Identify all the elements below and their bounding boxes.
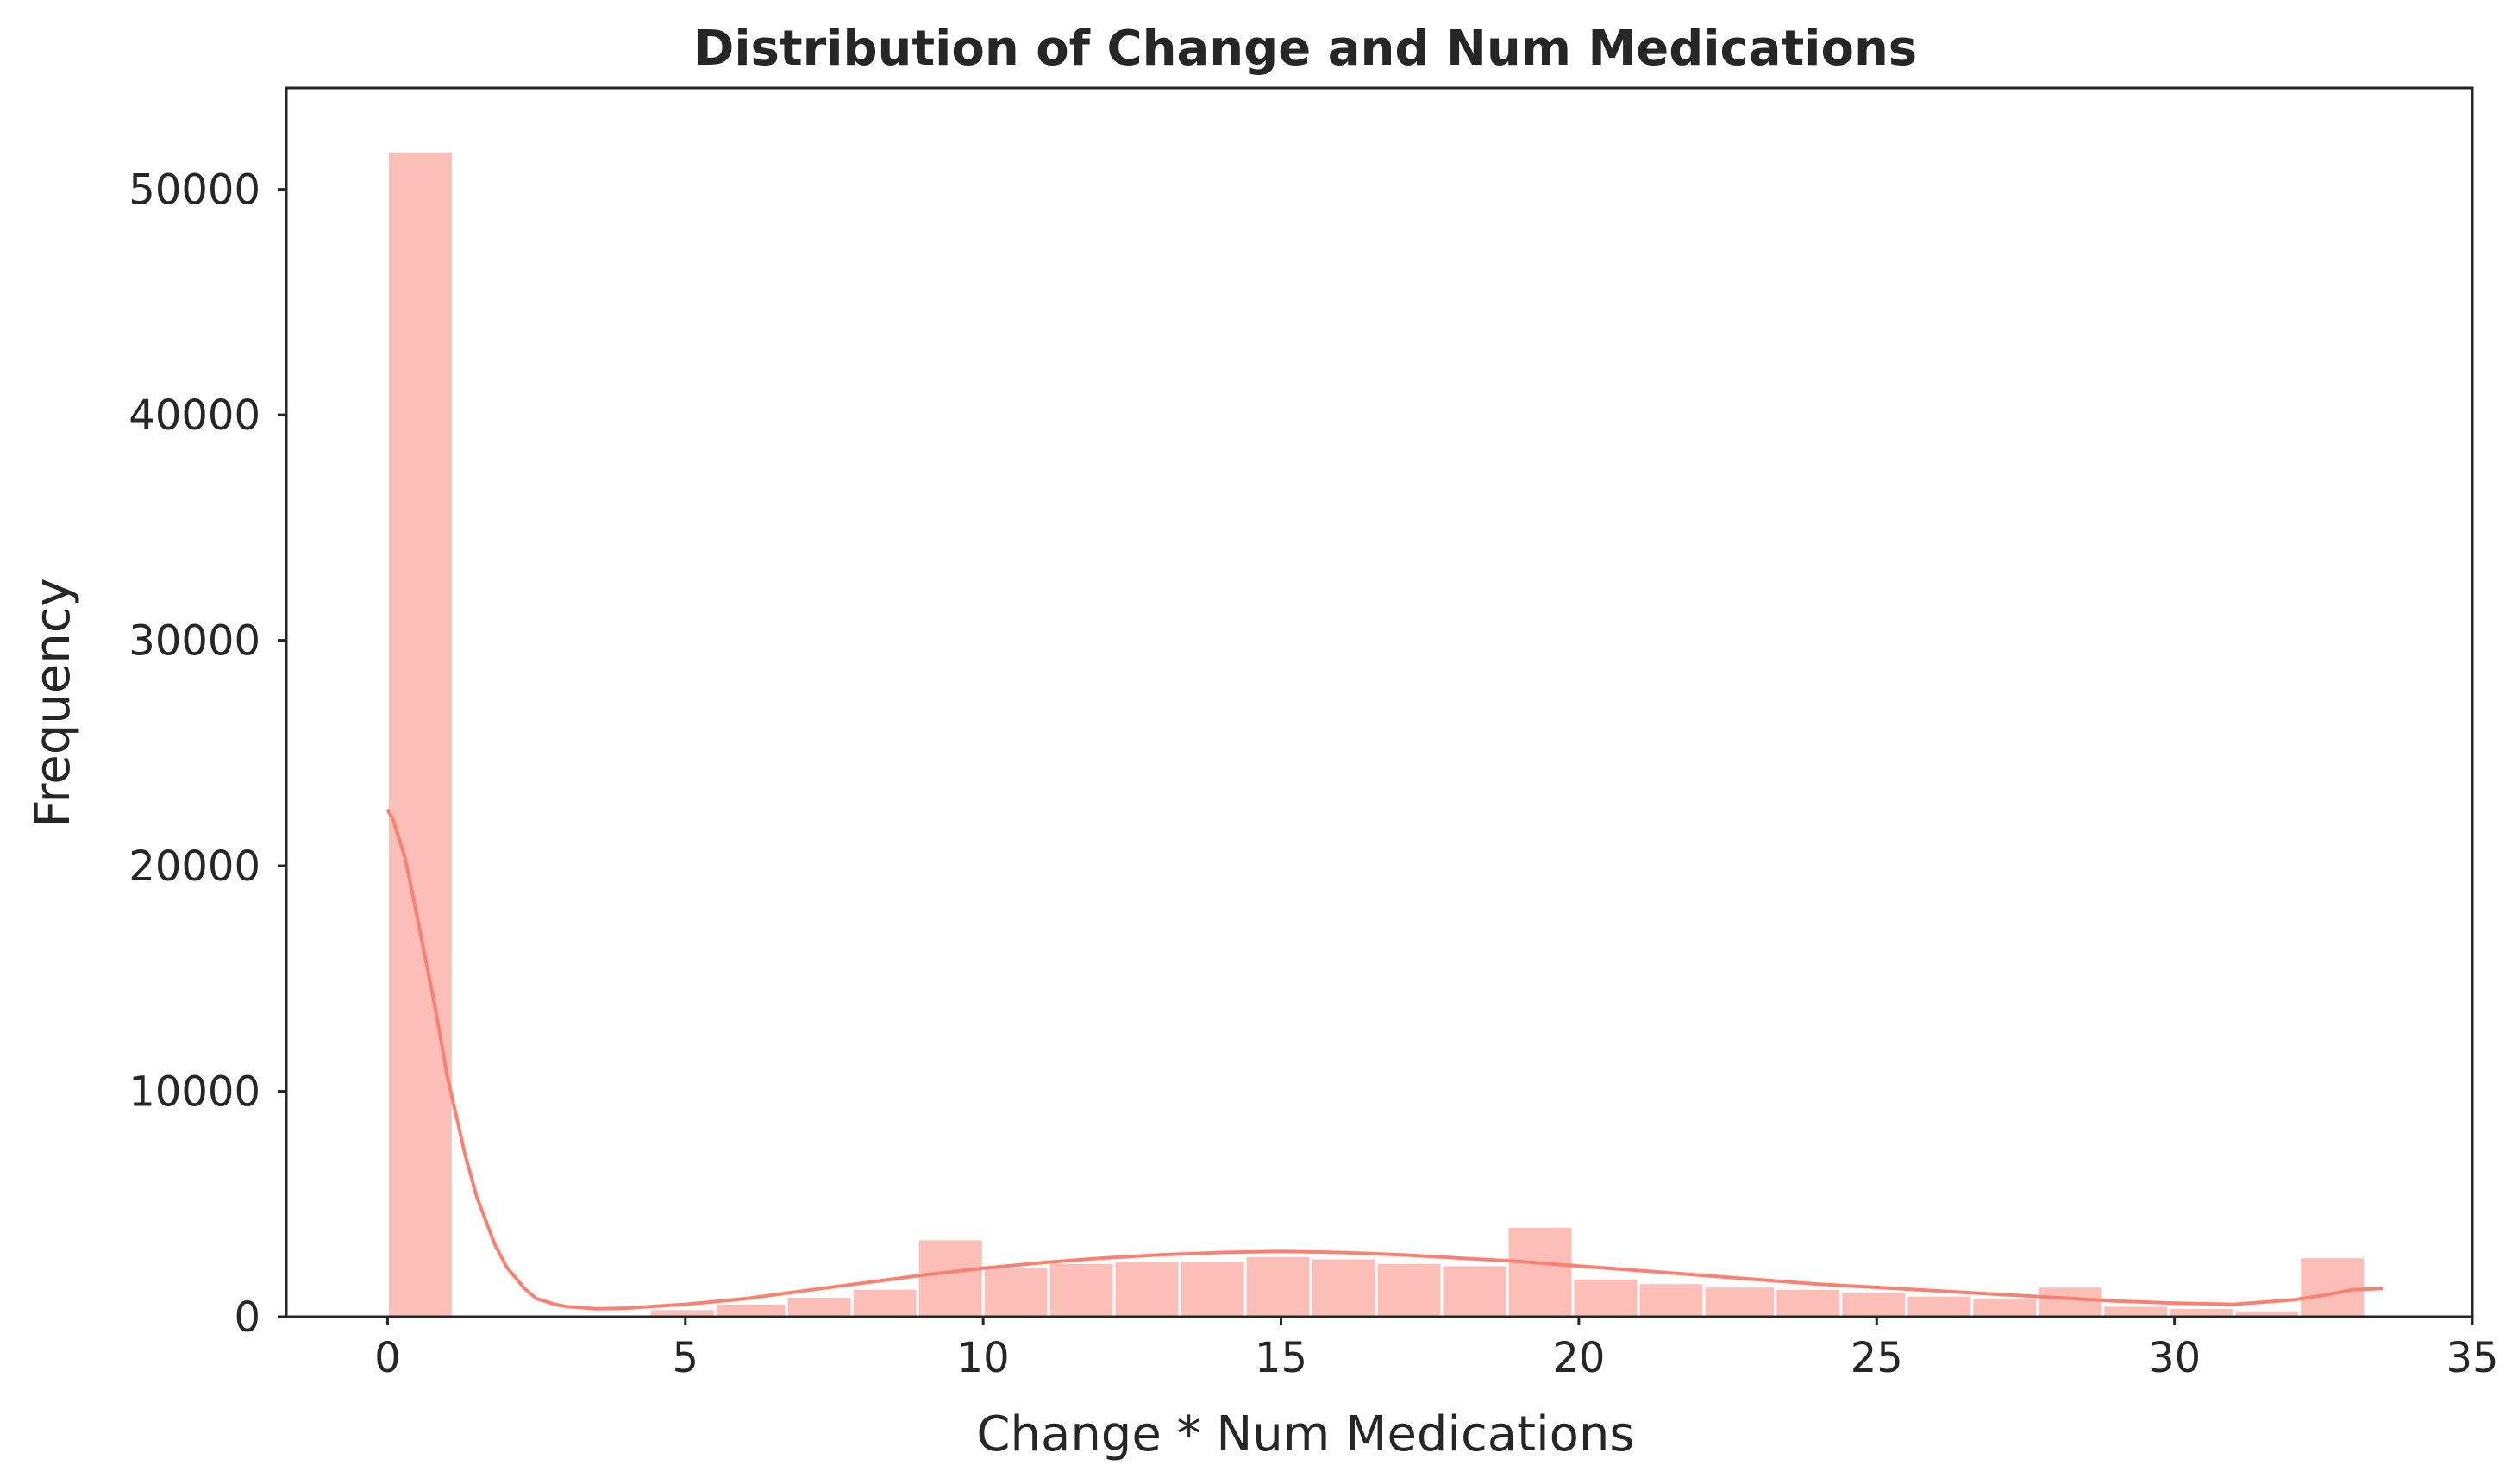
- y-tick-label: 30000: [128, 617, 260, 666]
- x-tick-label: 10: [957, 1334, 1010, 1382]
- histogram-bar-25: [2036, 1285, 2105, 1318]
- histogram-bar-22: [1839, 1290, 1908, 1318]
- y-axis-label: Frequency: [25, 578, 81, 827]
- chart-title: Distribution of Change and Num Medicatio…: [694, 21, 1917, 77]
- histogram-bar-5: [713, 1301, 788, 1318]
- histogram-bar-23: [1905, 1293, 1974, 1318]
- x-axis-ticks: 0 5 10 15 20 25 30 35: [374, 1317, 2499, 1382]
- histogram-bar-9: [981, 1266, 1050, 1318]
- y-tick-label: 50000: [128, 166, 260, 215]
- histogram-bar-10: [1047, 1261, 1116, 1318]
- y-tick-label: 10000: [128, 1068, 260, 1117]
- x-tick-label: 20: [1552, 1334, 1605, 1382]
- kde-curve: [385, 808, 2383, 1311]
- histogram-bar-21: [1774, 1287, 1843, 1318]
- plot-frame: [285, 86, 2474, 1318]
- histogram-bar-18: [1571, 1277, 1640, 1318]
- x-tick-label: 35: [2446, 1334, 2498, 1382]
- histogram-bar-26: [2101, 1304, 2170, 1318]
- histogram-bar-11: [1112, 1259, 1181, 1318]
- histogram-bar-24: [1970, 1296, 2039, 1318]
- y-tick-label: 20000: [128, 842, 260, 891]
- histogram-bar-14: [1309, 1256, 1378, 1318]
- histogram-bar-13: [1243, 1254, 1312, 1318]
- x-tick-label: 0: [374, 1334, 401, 1382]
- x-axis-label: Change * Num Medications: [976, 1406, 1634, 1462]
- y-tick-label: 0: [234, 1293, 260, 1342]
- histogram-bar-6: [785, 1295, 854, 1318]
- x-tick-label: 5: [673, 1334, 699, 1382]
- x-tick-label: 15: [1255, 1334, 1307, 1382]
- y-axis-ticks: 0 10000 20000 30000 40000 50000: [128, 166, 286, 1342]
- histogram-bar-19: [1637, 1281, 1706, 1318]
- histogram-bar-7: [850, 1287, 919, 1318]
- x-tick-label: 30: [2148, 1334, 2201, 1382]
- histogram-bar-12: [1178, 1259, 1247, 1318]
- histogram-bar-16: [1440, 1263, 1509, 1318]
- histogram-bar-17: [1506, 1224, 1575, 1318]
- histogram-bar-20: [1702, 1285, 1777, 1318]
- histogram-bar-0: [385, 149, 454, 1318]
- histogram-bar-8: [916, 1237, 985, 1318]
- histogram-bar-27: [2167, 1306, 2236, 1318]
- histogram-bars: [385, 149, 2367, 1318]
- y-tick-label: 40000: [128, 391, 260, 440]
- histogram-bar-15: [1375, 1261, 1444, 1318]
- histogram-bar-29: [2298, 1255, 2367, 1318]
- x-tick-label: 25: [1851, 1334, 1903, 1382]
